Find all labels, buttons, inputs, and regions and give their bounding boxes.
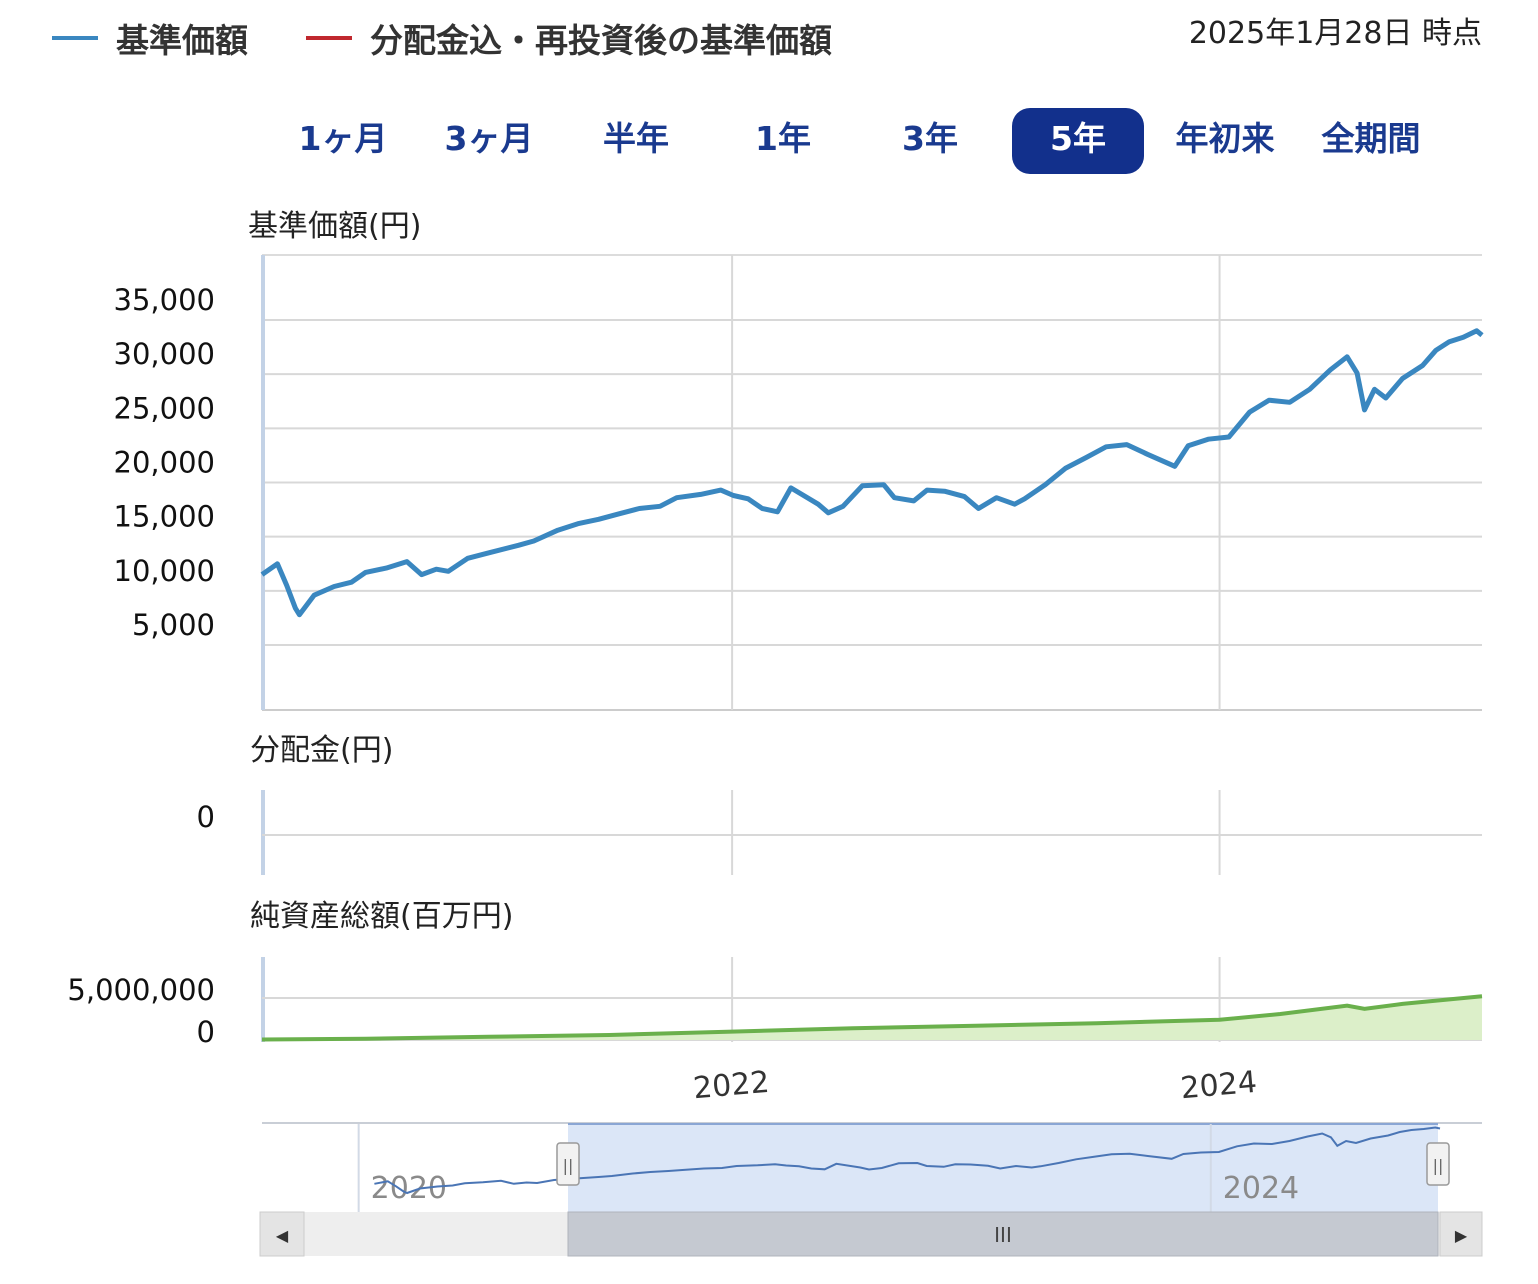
navigator-series-line — [374, 1126, 1441, 1195]
legend-item-price[interactable]: 基準価額 — [52, 14, 248, 62]
dividend-panel: 0 — [197, 790, 1482, 875]
legend-swatch-price — [52, 36, 98, 40]
fund-chart: 基準価額(円) 分配金(円) 純資産総額(百万円) 35,000 30,000 25… — [67, 209, 1484, 1257]
period-ytd[interactable]: 年初来 — [1175, 119, 1275, 158]
price-ytick-label: 15,000 — [114, 500, 215, 534]
navigator-right-handle[interactable] — [1426, 1142, 1450, 1186]
price-series-line — [260, 328, 1484, 618]
nav-ytick-label: 5,000,000 — [67, 973, 215, 1007]
navigator-right-handle-grip: || — [1433, 1156, 1444, 1175]
navigator-left-handle-grip: || — [563, 1156, 574, 1175]
nav-panel: 5,000,000 0 — [67, 957, 1483, 1049]
period-5y[interactable]: 5年 — [1012, 108, 1144, 174]
price-ytick-label: 25,000 — [114, 391, 215, 425]
nav-ytick-label: 0 — [197, 1015, 215, 1049]
price-ytick-label: 20,000 — [114, 446, 215, 480]
legend-item-reinvested[interactable]: 分配金込・再投資後の基準価額 — [306, 14, 832, 62]
price-ytick-label: 30,000 — [114, 337, 215, 371]
as-of-date: 2025年1月28日 時点 — [1188, 16, 1482, 51]
legend: 基準価額 分配金込・再投資後の基準価額 — [52, 14, 890, 62]
price-ytick-label: 35,000 — [114, 283, 215, 317]
period-all[interactable]: 全期間 — [1321, 119, 1421, 158]
price-panel: 35,000 30,000 25,000 20,000 15,000 10,000 5,00… — [114, 254, 1484, 711]
period-3m[interactable]: 3ヶ月 — [444, 119, 534, 158]
dividend-axis-title: 分配金(円) — [250, 733, 393, 768]
navigator-left-handle[interactable] — [556, 1142, 580, 1186]
price-ytick-label: 5,000 — [132, 608, 215, 642]
x-axis: 2022 2024 — [692, 1065, 1259, 1107]
navigator-year-label: 2020 — [371, 1171, 447, 1206]
price-ytick-label: 10,000 — [114, 554, 215, 588]
period-6m[interactable]: 半年 — [603, 119, 669, 158]
legend-label-reinvested: 分配金込・再投資後の基準価額 — [370, 21, 832, 60]
dividend-ytick-label: 0 — [197, 800, 215, 834]
scroll-right-button[interactable] — [1439, 1211, 1483, 1257]
nav-series-line — [261, 994, 1483, 1042]
legend-label-price: 基準価額 — [116, 21, 248, 60]
x-tick-label: 2024 — [1179, 1065, 1258, 1107]
period-selector: 1ヶ月 3ヶ月 半年 1年 3年 5年 年初来 全期間 — [270, 108, 1470, 174]
scroll-right-arrow-icon: ▶ — [1455, 1226, 1468, 1245]
legend-swatch-reinvested — [306, 36, 352, 40]
period-3y[interactable]: 3年 — [902, 119, 958, 158]
nav-axis-title: 純資産総額(百万円) — [250, 899, 513, 934]
period-1m[interactable]: 1ヶ月 — [298, 119, 388, 158]
price-axis-title: 基準価額(円) — [248, 209, 421, 244]
scroll-left-arrow-icon: ◀ — [276, 1226, 289, 1245]
navigator-year-label: 2024 — [1223, 1171, 1299, 1206]
scroll-thumb-grip-icon: III — [994, 1223, 1012, 1247]
scroll-left-button[interactable] — [259, 1211, 305, 1257]
x-tick-label: 2022 — [692, 1065, 771, 1107]
nav-series-area — [262, 996, 1482, 1040]
navigator-labels: 2020 2024 — [357, 1124, 1299, 1212]
navigator[interactable]: 2020 2024 || || ◀ III ▶ — [259, 1122, 1483, 1257]
scroll-thumb[interactable] — [567, 1211, 1439, 1257]
period-1y[interactable]: 1年 — [755, 119, 811, 158]
